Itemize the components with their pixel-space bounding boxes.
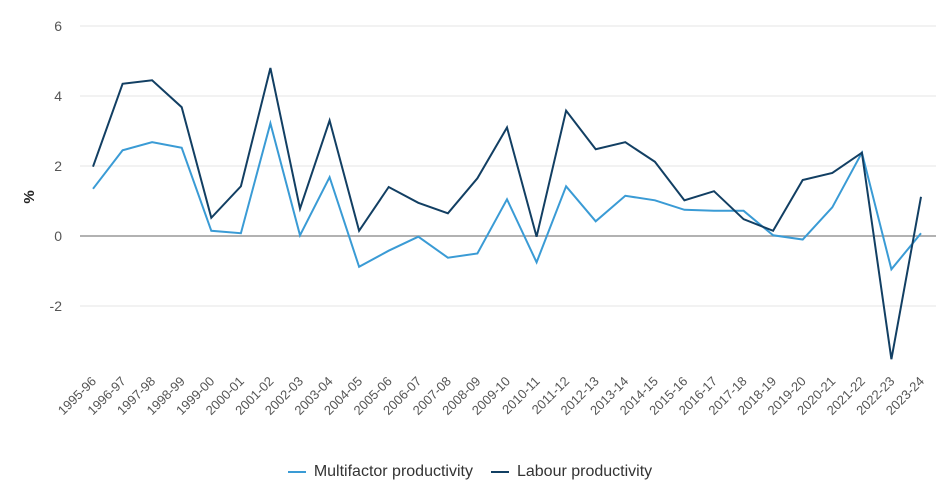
data-point[interactable] [711, 188, 717, 194]
data-point[interactable] [888, 266, 894, 272]
legend-item[interactable]: Labour productivity [490, 463, 653, 481]
data-point[interactable] [356, 264, 362, 270]
data-point[interactable] [267, 65, 273, 71]
data-point[interactable] [563, 183, 569, 189]
data-point[interactable] [681, 207, 687, 213]
data-point[interactable] [327, 174, 333, 180]
data-point[interactable] [563, 108, 569, 114]
data-point[interactable] [179, 145, 185, 151]
y-tick-label: 0 [54, 228, 62, 244]
legend-swatch [287, 471, 306, 473]
data-point[interactable] [770, 228, 776, 234]
data-point[interactable] [327, 118, 333, 124]
y-tick-label: -2 [50, 298, 63, 314]
data-point[interactable] [356, 228, 362, 234]
data-point[interactable] [859, 150, 865, 156]
data-point[interactable] [829, 204, 835, 210]
legend-label: Labour productivity [516, 463, 653, 480]
data-point[interactable] [415, 200, 421, 206]
data-point[interactable] [918, 230, 924, 236]
data-point[interactable] [445, 255, 451, 261]
data-point[interactable] [534, 234, 540, 240]
data-point[interactable] [829, 170, 835, 176]
data-point[interactable] [593, 218, 599, 224]
data-point[interactable] [386, 248, 392, 254]
data-point[interactable] [474, 175, 480, 181]
data-point[interactable] [120, 81, 126, 87]
data-point[interactable] [238, 183, 244, 189]
data-point[interactable] [90, 186, 96, 192]
data-point[interactable] [504, 125, 510, 131]
data-point[interactable] [741, 216, 747, 222]
series-line-multifactor-productivity [92, 119, 922, 272]
data-point[interactable] [622, 193, 628, 199]
y-axis-ticks: 6 4 2 0 -2 [50, 18, 63, 314]
data-point[interactable] [622, 139, 628, 145]
legend-label: Multifactor productivity [313, 463, 473, 480]
data-point[interactable] [652, 197, 658, 203]
y-tick-label: 6 [54, 18, 62, 34]
series-line-labour-productivity [92, 67, 922, 360]
data-point[interactable] [888, 356, 894, 362]
x-axis-ticks: 1995-961996-971997-981998-991999-002000-… [55, 374, 927, 418]
y-tick-label: 4 [54, 88, 62, 104]
data-point[interactable] [149, 77, 155, 83]
data-point[interactable] [652, 159, 658, 165]
legend: Multifactor productivity Labour productiv… [0, 463, 940, 481]
data-point[interactable] [238, 230, 244, 236]
data-point[interactable] [415, 234, 421, 240]
y-axis-label: % [21, 190, 38, 203]
data-point[interactable] [208, 228, 214, 234]
data-point[interactable] [681, 197, 687, 203]
data-point[interactable] [504, 196, 510, 202]
data-point[interactable] [208, 215, 214, 221]
data-point[interactable] [386, 184, 392, 190]
data-point[interactable] [800, 237, 806, 243]
data-point[interactable] [741, 208, 747, 214]
data-point[interactable] [297, 232, 303, 238]
data-point[interactable] [179, 104, 185, 110]
data-point[interactable] [534, 259, 540, 265]
data-point[interactable] [297, 206, 303, 212]
data-point[interactable] [149, 139, 155, 145]
data-point[interactable] [474, 251, 480, 257]
data-point[interactable] [711, 208, 717, 214]
data-point[interactable] [445, 210, 451, 216]
legend-swatch [490, 471, 509, 473]
y-tick-label: 2 [54, 158, 62, 174]
data-point[interactable] [800, 177, 806, 183]
data-point[interactable] [267, 120, 273, 126]
data-point[interactable] [90, 164, 96, 170]
data-point[interactable] [120, 147, 126, 153]
data-point[interactable] [593, 146, 599, 152]
legend-item[interactable]: Multifactor productivity [287, 463, 473, 481]
series-lines [90, 65, 924, 362]
grid-lines [80, 25, 936, 307]
data-point[interactable] [918, 194, 924, 200]
